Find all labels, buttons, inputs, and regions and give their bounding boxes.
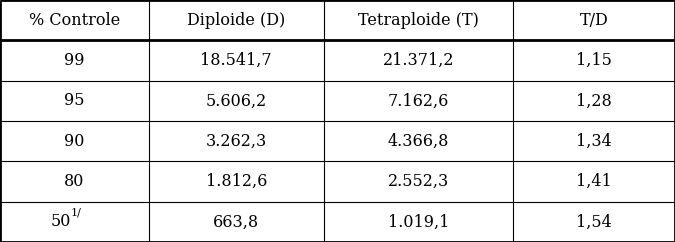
- Text: 1.019,1: 1.019,1: [388, 213, 449, 230]
- Text: 18.541,7: 18.541,7: [200, 52, 272, 69]
- Text: 99: 99: [64, 52, 84, 69]
- Text: 80: 80: [64, 173, 84, 190]
- Text: 2.552,3: 2.552,3: [388, 173, 449, 190]
- Text: 21.371,2: 21.371,2: [383, 52, 454, 69]
- Text: 4.366,8: 4.366,8: [388, 133, 449, 150]
- Text: 1,41: 1,41: [576, 173, 612, 190]
- Text: 50: 50: [51, 213, 71, 230]
- Text: 663,8: 663,8: [213, 213, 259, 230]
- Text: 1,34: 1,34: [576, 133, 612, 150]
- Text: 3.262,3: 3.262,3: [206, 133, 267, 150]
- Text: 1,15: 1,15: [576, 52, 612, 69]
- Text: % Controle: % Controle: [28, 12, 120, 29]
- Text: 90: 90: [64, 133, 84, 150]
- Text: Tetraploide (T): Tetraploide (T): [358, 12, 479, 29]
- Text: Diploide (D): Diploide (D): [187, 12, 286, 29]
- Text: 7.162,6: 7.162,6: [388, 92, 449, 109]
- Text: 1,54: 1,54: [576, 213, 612, 230]
- Text: 1,28: 1,28: [576, 92, 612, 109]
- Text: T/D: T/D: [580, 12, 608, 29]
- Text: 1/: 1/: [71, 208, 82, 218]
- Text: 1.812,6: 1.812,6: [206, 173, 267, 190]
- Text: 95: 95: [64, 92, 84, 109]
- Text: 5.606,2: 5.606,2: [206, 92, 267, 109]
